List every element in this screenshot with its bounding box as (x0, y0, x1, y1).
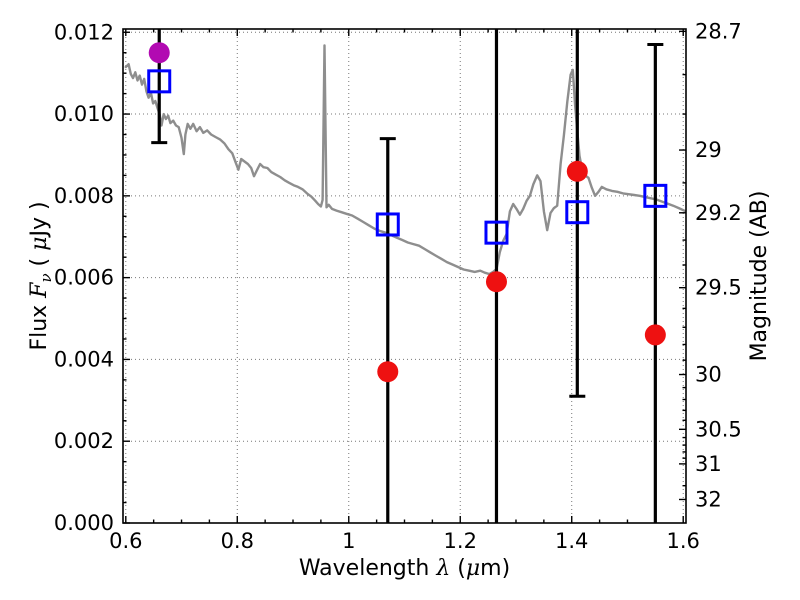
axis-tick-labels: 0.6 0.8 1 1.2 1.4 1.6 0.000 0.002 0.004 0.006 0.00… (54, 19, 742, 553)
blue-square-marker (643, 183, 668, 208)
x-tick-label: 1.6 (667, 529, 700, 553)
spectrum-line (124, 44, 686, 276)
red-circle-marker (644, 324, 666, 346)
spectrum-line-group (124, 44, 686, 276)
error-bars-group (151, 29, 664, 523)
y-right-tick-label: 30.5 (695, 417, 742, 441)
y-left-tick-label: 0.000 (54, 511, 114, 535)
y-right-tick-label: 29.5 (695, 276, 742, 300)
plot-border (122, 28, 687, 524)
y-left-tick-label: 0.002 (54, 429, 114, 453)
red-circle-marker (485, 271, 507, 293)
x-tick-label: 1.4 (555, 529, 588, 553)
axis-ticks (123, 29, 686, 524)
y-left-tick-label: 0.010 (54, 102, 114, 126)
y-left-tick-label: 0.012 (54, 20, 114, 44)
x-tick-label: 1 (342, 529, 355, 553)
blue-square-marker (147, 69, 172, 94)
y-left-axis-title: Flux Fν ( μJy ) (27, 201, 55, 350)
y-left-tick-label: 0.004 (54, 347, 114, 371)
gridlines (123, 29, 686, 524)
purple-circle-marker (148, 42, 170, 64)
red-circle-marker (377, 361, 399, 383)
x-tick-label: 0.6 (109, 529, 142, 553)
blue-square-marker (375, 212, 400, 237)
y-left-tick-label: 0.006 (54, 266, 114, 290)
axis-titles: Wavelength λ (μm) Flux Fν ( μJy ) Magnitud… (27, 191, 772, 581)
y-right-tick-label: 32 (695, 487, 722, 511)
y-right-tick-label: 29.2 (695, 201, 742, 225)
y-right-tick-label: 29 (695, 138, 722, 162)
x-axis-title: Wavelength λ (μm) (299, 556, 510, 581)
y-right-tick-label: 30 (695, 363, 722, 387)
blue-square-marker (565, 200, 590, 225)
x-tick-label: 1.2 (444, 529, 477, 553)
y-right-axis-title: Magnitude (AB) (747, 191, 772, 362)
data-markers-group (147, 42, 668, 383)
plot-frame (122, 28, 687, 524)
x-tick-label: 0.8 (221, 529, 254, 553)
red-circle-marker (566, 160, 588, 182)
blue-square-marker (484, 220, 509, 245)
y-right-tick-label: 31 (695, 452, 722, 476)
y-left-tick-label: 0.008 (54, 184, 114, 208)
y-right-tick-label: 28.7 (695, 19, 742, 43)
